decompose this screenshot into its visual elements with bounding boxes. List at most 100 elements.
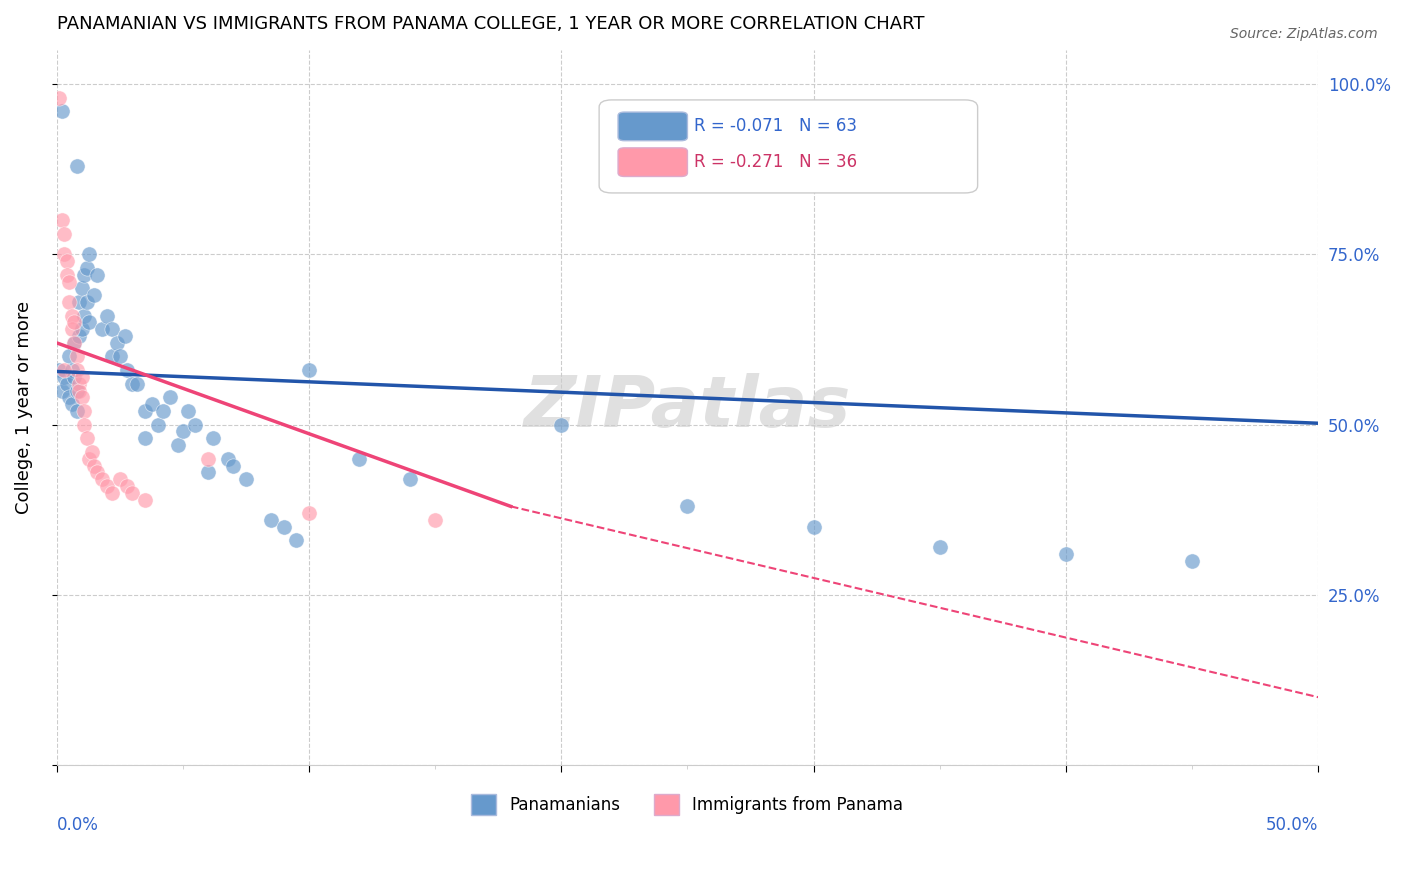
Point [63,315,86,329]
Point [60,363,83,377]
Point [58,275,80,289]
Point [260,513,283,527]
Point [73,268,96,282]
Point [298,363,321,377]
Point [134,492,156,507]
Point [177,404,200,418]
Text: 50.0%: 50.0% [1265,816,1319,834]
Point [273,520,295,534]
Legend: Panamanians, Immigrants from Panama: Panamanians, Immigrants from Panama [465,788,910,822]
Point [298,506,321,520]
Point [79,451,101,466]
Point [105,335,128,350]
Text: PANAMANIAN VS IMMIGRANTS FROM PANAMA COLLEGE, 1 YEAR OR MORE CORRELATION CHART: PANAMANIAN VS IMMIGRANTS FROM PANAMA COL… [56,15,924,33]
Point [117,363,139,377]
Point [96,309,118,323]
Point [53,370,76,384]
Point [349,451,371,466]
Point [66,350,89,364]
Point [166,438,188,452]
Point [73,417,96,432]
Point [70,322,93,336]
Point [197,466,219,480]
Point [928,541,950,555]
Point [58,390,80,404]
Point [53,227,76,241]
Point [550,417,572,432]
Point [70,370,93,384]
Point [70,390,93,404]
Point [67,384,90,398]
Point [146,417,169,432]
Point [60,309,83,323]
Point [423,513,446,527]
FancyBboxPatch shape [619,148,688,177]
Point [152,404,174,418]
Point [91,472,114,486]
FancyBboxPatch shape [599,100,977,193]
Point [159,390,181,404]
Point [76,260,98,275]
Point [121,376,143,391]
Point [108,350,131,364]
Point [48,90,70,104]
Point [63,370,86,384]
Point [67,376,90,391]
Y-axis label: College, 1 year or more: College, 1 year or more [15,301,32,514]
Point [676,500,699,514]
Point [96,479,118,493]
FancyBboxPatch shape [619,112,688,141]
Point [108,472,131,486]
Point [48,363,70,377]
Point [55,268,77,282]
Point [58,350,80,364]
Point [101,485,124,500]
Point [197,451,219,466]
Point [79,247,101,261]
Text: ZIPatlas: ZIPatlas [524,373,851,442]
Point [184,417,207,432]
Point [83,288,105,302]
Point [67,295,90,310]
Point [217,451,239,466]
Point [83,458,105,473]
Point [53,363,76,377]
Point [91,322,114,336]
Text: R = -0.071   N = 63: R = -0.071 N = 63 [693,118,856,136]
Point [1181,554,1204,568]
Point [399,472,422,486]
Point [86,466,108,480]
Point [70,281,93,295]
Point [134,404,156,418]
Point [58,295,80,310]
Point [803,520,825,534]
Text: Source: ZipAtlas.com: Source: ZipAtlas.com [1230,27,1378,41]
Point [51,384,73,398]
Point [60,397,83,411]
Point [76,295,98,310]
Point [235,472,257,486]
Point [222,458,245,473]
Point [86,268,108,282]
Point [73,309,96,323]
Point [1054,547,1077,561]
Point [141,397,163,411]
Point [134,431,156,445]
Text: R = -0.271   N = 36: R = -0.271 N = 36 [693,153,856,171]
Point [53,247,76,261]
Point [67,329,90,343]
Point [63,335,86,350]
Point [66,404,89,418]
Point [117,479,139,493]
Point [66,363,89,377]
Point [76,431,98,445]
Point [121,485,143,500]
Point [80,445,103,459]
Point [101,322,124,336]
Point [114,329,136,343]
Point [51,104,73,119]
Point [55,376,77,391]
Point [51,213,73,227]
Point [66,384,89,398]
Point [285,533,308,548]
